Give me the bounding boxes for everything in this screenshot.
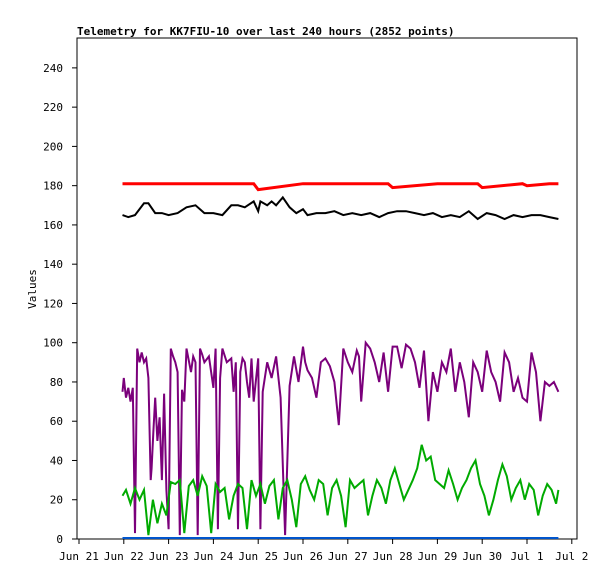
x-tick-label: Jul 2 (555, 550, 588, 563)
x-axis: Jun 21 Jun 22 Jun 23 Jun 24 Jun 25 Jun 26 Jun … (59, 539, 588, 563)
y-tick-label: 100 (43, 337, 63, 350)
y-tick-label: 240 (43, 62, 63, 75)
x-tick-label: Jun 26 (283, 550, 323, 563)
x-tick-label: Jun 28 (373, 550, 413, 563)
x-tick-label: Jun 27 (328, 550, 368, 563)
y-tick-label: 120 (43, 297, 63, 310)
x-tick-label: Jun 25 (238, 550, 278, 563)
y-axis-label: Values (26, 269, 39, 309)
x-tick-label: Jun 30 (462, 550, 502, 563)
series-line-3 (121, 340, 560, 536)
y-tick-label: 140 (43, 258, 63, 271)
y-tick-label: 80 (50, 376, 63, 389)
x-tick-label: Jun 23 (149, 550, 189, 563)
y-tick-label: 20 (50, 494, 63, 507)
y-axis: 0 20 40 60 80 100 120 140 160 180 200 220 240 (43, 62, 77, 546)
x-tick-label: Jun 21 (59, 550, 99, 563)
series-line-4 (121, 444, 560, 536)
y-tick-label: 220 (43, 101, 63, 114)
x-tick-label: Jun 24 (194, 550, 234, 563)
y-tick-label: 180 (43, 180, 63, 193)
y-tick-label: 0 (56, 533, 63, 546)
series-line-1 (122, 182, 559, 192)
y-tick-label: 40 (50, 454, 63, 467)
series-layer (121, 182, 560, 539)
y-tick-label: 60 (50, 415, 63, 428)
x-tick-label: Jun 29 (418, 550, 458, 563)
series-line-2 (122, 195, 559, 221)
x-tick-label: Jul 1 (510, 550, 543, 563)
y-tick-label: 160 (43, 219, 63, 232)
x-tick-label: Jun 22 (104, 550, 144, 563)
y-tick-label: 200 (43, 140, 63, 153)
chart-title: Telemetry for KK7FIU-10 over last 240 ho… (77, 25, 455, 38)
